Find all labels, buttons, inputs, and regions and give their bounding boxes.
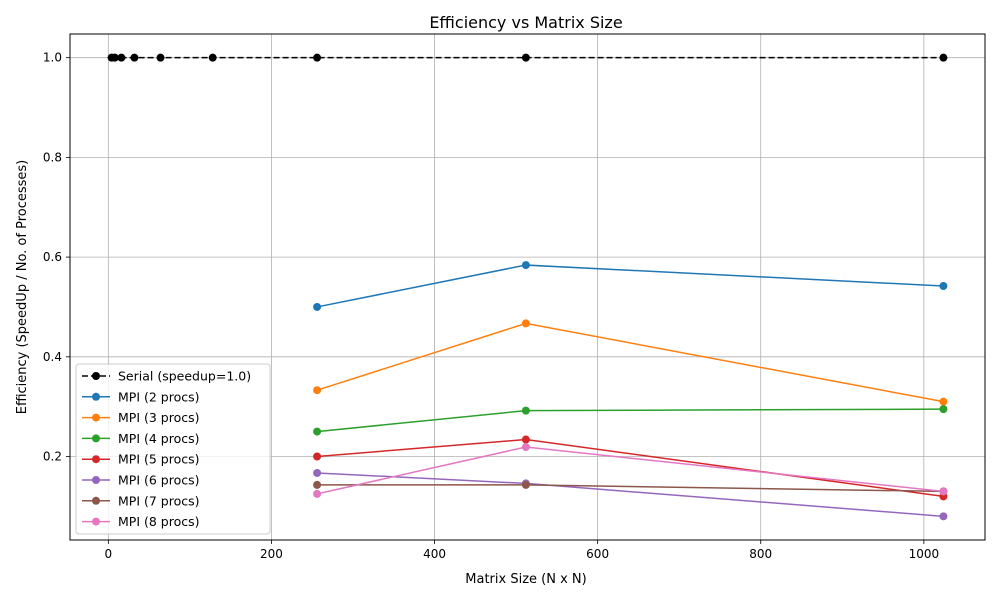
data-point	[208, 53, 217, 62]
x-axis-label: Matrix Size (N x N)	[465, 572, 586, 587]
legend-item: MPI (6 procs)	[82, 473, 200, 488]
data-point	[313, 427, 322, 436]
data-point	[313, 468, 322, 477]
legend-label: MPI (2 procs)	[118, 389, 200, 404]
x-tick-label: 200	[260, 547, 283, 561]
legend-label: Serial (speedup=1.0)	[118, 369, 251, 384]
legend-swatch-marker	[92, 476, 100, 484]
data-point	[521, 480, 530, 489]
series-serial-speedup-1-0	[107, 53, 948, 62]
legend-item: MPI (8 procs)	[82, 514, 200, 529]
legend-swatch-marker	[92, 455, 100, 464]
x-tick-label: 600	[586, 547, 609, 561]
chart-title: Efficiency vs Matrix Size	[429, 13, 622, 32]
legend-item: MPI (7 procs)	[82, 493, 200, 508]
data-point	[521, 319, 530, 328]
y-tick-label: 0.6	[43, 250, 62, 264]
series-line	[317, 438, 944, 498]
data-point	[521, 406, 530, 415]
legend: Serial (speedup=1.0) MPI (2 procs) MPI (3 …	[75, 363, 271, 535]
data-point	[313, 480, 322, 489]
x-tick-label: 400	[423, 547, 446, 561]
data-point	[313, 489, 322, 498]
series-line	[316, 322, 944, 403]
data-point	[117, 53, 126, 62]
data-point	[156, 53, 165, 62]
y-axis-label: Efficiency (SpeedUp / No. of Processes)	[15, 160, 30, 415]
series-line	[316, 264, 944, 308]
legend-swatch-marker	[92, 372, 100, 380]
series-line	[317, 472, 944, 518]
x-tick-label: 0	[105, 547, 113, 561]
series-mpi-4-procs	[313, 405, 948, 436]
legend-label: MPI (3 procs)	[118, 410, 200, 425]
legend-swatch-marker	[92, 392, 100, 401]
data-point	[939, 512, 948, 521]
legend-label: MPI (6 procs)	[118, 473, 200, 488]
legend-item: Serial (speedup=1.0)	[82, 369, 251, 384]
axes: 0 200 400 600 800 1000 0.2 0.4 0.6 0.8 1.0	[43, 51, 939, 561]
data-point	[521, 53, 530, 62]
y-tick-label: 0.2	[43, 449, 62, 463]
plot-frame	[69, 33, 986, 541]
legend-label: MPI (4 procs)	[118, 431, 200, 446]
data-point	[313, 302, 322, 311]
series-line	[317, 484, 944, 493]
y-tick-label: 0.4	[43, 350, 62, 364]
data-point	[521, 261, 530, 270]
data-point	[313, 53, 322, 62]
data-point	[939, 397, 948, 406]
data-point	[939, 405, 948, 414]
series-mpi-2-procs	[313, 261, 948, 311]
y-tick-label: 1.0	[43, 51, 62, 65]
legend-label: MPI (5 procs)	[118, 452, 200, 467]
data-point	[939, 53, 948, 62]
x-tick-label: 1000	[909, 547, 940, 561]
legend-swatch-marker	[92, 517, 100, 526]
series-mpi-7-procs	[313, 480, 948, 496]
legend-swatch-marker	[92, 413, 100, 422]
x-tick-label: 800	[749, 547, 772, 561]
data-point	[521, 443, 530, 452]
data-point	[110, 53, 119, 62]
legend-box	[75, 363, 271, 535]
data-point	[313, 386, 322, 395]
legend-swatch-marker	[92, 434, 100, 443]
legend-item: MPI (4 procs)	[82, 431, 200, 446]
data-point	[939, 487, 948, 496]
y-tick-label: 0.8	[43, 150, 62, 164]
series-line	[317, 408, 944, 433]
data-point	[939, 282, 948, 291]
legend-label: MPI (7 procs)	[118, 493, 200, 508]
legend-item: MPI (3 procs)	[82, 410, 200, 425]
legend-item: MPI (2 procs)	[82, 389, 200, 404]
data-point	[313, 452, 322, 461]
series-mpi-8-procs	[313, 443, 948, 498]
legend-label: MPI (8 procs)	[118, 514, 200, 529]
data-point	[521, 435, 530, 444]
series-mpi-6-procs	[313, 468, 948, 521]
legend-item: MPI (5 procs)	[82, 452, 200, 467]
series-mpi-3-procs	[313, 319, 948, 406]
series-layer	[107, 53, 948, 521]
legend-swatch-marker	[92, 496, 100, 505]
data-point	[130, 53, 139, 62]
